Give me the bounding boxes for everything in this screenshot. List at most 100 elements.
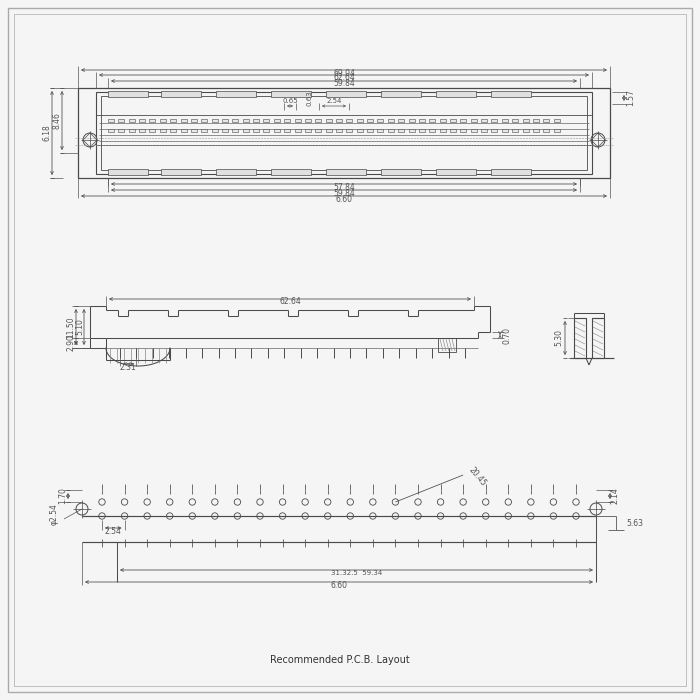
Text: 20.45: 20.45 bbox=[467, 466, 488, 488]
Text: 5.30: 5.30 bbox=[554, 330, 564, 346]
Bar bbox=[381, 91, 421, 97]
Bar bbox=[409, 119, 414, 122]
Text: 69.04: 69.04 bbox=[333, 69, 355, 78]
Bar bbox=[216, 91, 256, 97]
Bar bbox=[181, 119, 186, 122]
Bar bbox=[491, 129, 498, 132]
Bar bbox=[436, 91, 476, 97]
Bar bbox=[533, 129, 539, 132]
Bar bbox=[357, 119, 363, 122]
Bar bbox=[202, 129, 207, 132]
Bar bbox=[419, 129, 425, 132]
Bar bbox=[222, 129, 228, 132]
Bar bbox=[305, 119, 311, 122]
Text: 2.54: 2.54 bbox=[105, 526, 122, 536]
Bar bbox=[118, 119, 125, 122]
Bar bbox=[170, 119, 176, 122]
Bar bbox=[409, 129, 414, 132]
Bar bbox=[129, 119, 134, 122]
Bar bbox=[170, 129, 176, 132]
Bar bbox=[271, 169, 311, 175]
Bar bbox=[211, 129, 218, 132]
Text: 6.60: 6.60 bbox=[330, 580, 347, 589]
Bar bbox=[398, 129, 404, 132]
Text: 5.10: 5.10 bbox=[76, 318, 85, 335]
Bar bbox=[78, 88, 610, 178]
Bar bbox=[284, 129, 290, 132]
Text: 6.18: 6.18 bbox=[43, 125, 52, 141]
Bar bbox=[398, 119, 404, 122]
Bar bbox=[101, 96, 587, 170]
Text: 1.70: 1.70 bbox=[59, 488, 67, 505]
Text: 62.64: 62.64 bbox=[279, 298, 301, 307]
Text: 31.32.5  59.34: 31.32.5 59.34 bbox=[331, 570, 382, 576]
Bar bbox=[491, 169, 531, 175]
Bar bbox=[502, 119, 508, 122]
Bar bbox=[512, 129, 518, 132]
Bar bbox=[96, 92, 592, 174]
Bar bbox=[202, 119, 207, 122]
Bar bbox=[336, 129, 342, 132]
Bar bbox=[491, 119, 498, 122]
Bar bbox=[108, 129, 114, 132]
Bar bbox=[346, 119, 352, 122]
Text: φ2.54: φ2.54 bbox=[50, 503, 59, 525]
Bar bbox=[232, 119, 239, 122]
Bar bbox=[315, 119, 321, 122]
Bar bbox=[491, 91, 531, 97]
Bar bbox=[243, 119, 248, 122]
Text: 8.46: 8.46 bbox=[52, 112, 62, 129]
Bar bbox=[436, 169, 476, 175]
Bar bbox=[263, 119, 270, 122]
Bar bbox=[271, 91, 311, 97]
Bar bbox=[161, 91, 201, 97]
Bar bbox=[554, 119, 559, 122]
Bar bbox=[450, 119, 456, 122]
Bar bbox=[108, 169, 148, 175]
Bar bbox=[367, 129, 373, 132]
Text: 59.84: 59.84 bbox=[333, 188, 355, 197]
Text: 11.50: 11.50 bbox=[66, 316, 76, 338]
Text: 2.31: 2.31 bbox=[120, 363, 136, 372]
Bar bbox=[118, 129, 125, 132]
Bar bbox=[512, 119, 518, 122]
Bar bbox=[253, 129, 259, 132]
Bar bbox=[533, 119, 539, 122]
Text: 2.54: 2.54 bbox=[326, 98, 342, 104]
Bar bbox=[211, 119, 218, 122]
Bar bbox=[191, 129, 197, 132]
Bar bbox=[470, 129, 477, 132]
Bar bbox=[315, 129, 321, 132]
Bar bbox=[481, 119, 487, 122]
Bar bbox=[139, 119, 145, 122]
Bar bbox=[274, 129, 280, 132]
Bar bbox=[440, 119, 446, 122]
Bar bbox=[274, 119, 280, 122]
Bar bbox=[388, 119, 394, 122]
Text: 1.57: 1.57 bbox=[626, 90, 636, 106]
Bar bbox=[326, 91, 366, 97]
Text: 59.84: 59.84 bbox=[333, 80, 355, 88]
Bar bbox=[222, 119, 228, 122]
Bar bbox=[450, 129, 456, 132]
Bar bbox=[129, 129, 134, 132]
Text: 62.64: 62.64 bbox=[333, 74, 355, 83]
Bar bbox=[388, 129, 394, 132]
Bar bbox=[592, 318, 604, 358]
Bar bbox=[139, 129, 145, 132]
Bar bbox=[438, 338, 456, 352]
Bar bbox=[543, 129, 550, 132]
Bar bbox=[295, 119, 300, 122]
Bar bbox=[554, 129, 559, 132]
Bar bbox=[429, 129, 435, 132]
Text: Recommended P.C.B. Layout: Recommended P.C.B. Layout bbox=[270, 655, 410, 665]
Bar bbox=[161, 169, 201, 175]
Bar bbox=[150, 129, 155, 132]
Bar bbox=[243, 129, 248, 132]
Text: 2.14: 2.14 bbox=[610, 488, 620, 505]
Text: 0.65: 0.65 bbox=[282, 98, 298, 104]
Bar bbox=[440, 129, 446, 132]
Bar bbox=[481, 129, 487, 132]
Bar bbox=[377, 119, 384, 122]
Bar bbox=[305, 129, 311, 132]
